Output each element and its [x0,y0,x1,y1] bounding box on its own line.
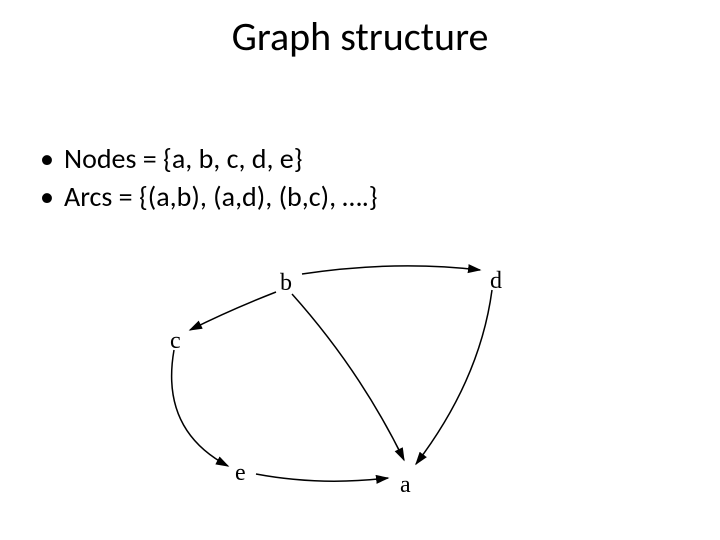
node-e: e [235,460,246,487]
list-item: • Nodes = {a, b, c, d, e} [40,140,378,178]
bullet-icon: • [40,140,64,178]
bullet-text: Nodes = {a, b, c, d, e} [64,140,303,178]
slide: Graph structure • Nodes = {a, b, c, d, e… [0,0,720,540]
node-a: a [400,472,411,499]
node-c: c [170,328,181,355]
node-d: d [490,268,502,295]
graph-diagram: b d c e a [120,250,540,510]
edge-e-a [256,474,388,481]
edge-b-c [190,292,276,330]
bullet-list: • Nodes = {a, b, c, d, e} • Arcs = {(a,b… [40,140,378,216]
edge-b-a [292,294,404,460]
bullet-text: Arcs = {(a,b), (a,d), (b,c), ….} [64,178,378,216]
node-b: b [280,270,292,297]
graph-edges [120,250,540,510]
edge-c-e [172,350,228,466]
page-title: Graph structure [0,12,720,61]
bullet-icon: • [40,178,64,216]
list-item: • Arcs = {(a,b), (a,d), (b,c), ….} [40,178,378,216]
edge-d-a [416,290,492,464]
edge-b-d [302,266,480,274]
